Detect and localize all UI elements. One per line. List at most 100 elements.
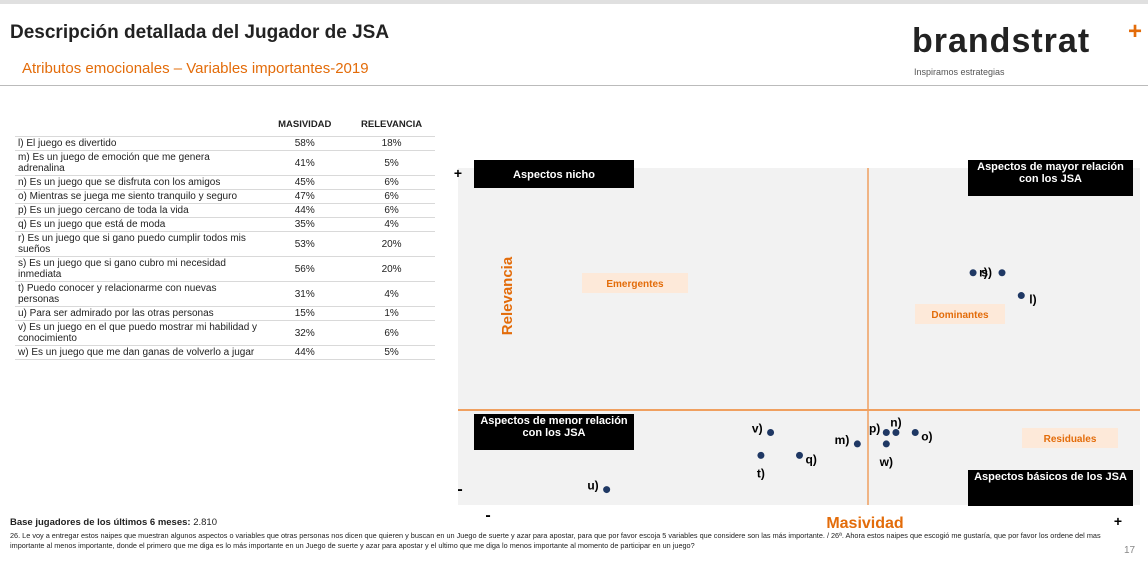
cell-value: 47% [261,189,349,204]
top-bar [0,0,1148,4]
point-label: s) [981,266,992,280]
zone-label: Residuales [1044,434,1097,445]
quadrant-label: Aspectos básicos de los JSA [974,471,1127,483]
header-row: MASIVIDAD RELEVANCIA [15,112,435,137]
cell-value: 6% [348,320,435,346]
cell-value: 1% [348,306,435,321]
cell-value: 44% [261,203,349,218]
cell-value: 58% [261,136,349,151]
x-end: - [485,507,490,524]
cell-value: 44% [261,345,349,360]
page-number: 17 [1124,545,1136,556]
cell-label: r) Es un juego que si gano puedo cumplir… [15,231,262,257]
cell-label: w) Es un juego que me dan ganas de volve… [15,345,262,360]
subtitle: Atributos emocionales – Variables import… [22,60,369,77]
y-end: - [457,481,462,498]
quadrant-label: Aspectos de mayor relación con los JSA [977,161,1124,185]
point [757,451,765,459]
cell-label: o) Mientras se juega me siento tranquilo… [15,189,262,204]
point-label: p) [869,422,880,436]
table-row: s) Es un juego que si gano cubro mi nece… [15,256,435,282]
cell-value: 56% [261,256,349,282]
cell-label: p) Es un juego cercano de toda la vida [15,203,262,218]
quadrant-label: Aspectos nicho [513,169,595,181]
quadrant-text: Aspectos de mayor relación con los JSA [977,161,1124,185]
cell-label: s) Es un juego que si gano cubro mi nece… [15,256,262,282]
cell-value: 35% [261,217,349,232]
point-label: n) [890,416,901,430]
point [998,269,1006,277]
cell-value: 6% [348,203,435,218]
table-row: m) Es un juego de emoción que me genera … [15,150,435,176]
quadrant-box [474,414,634,450]
corner [15,112,262,137]
table-row: u) Para ser admirado por las otras perso… [15,306,435,321]
title: Descripción detallada del Jugador de JSA [10,22,390,43]
zone-label: Emergentes [606,279,664,290]
point-label: t) [757,466,765,480]
table-row: w) Es un juego que me dan ganas de volve… [15,345,435,360]
cell-label: l) El juego es divertido [15,136,262,151]
rule [0,85,1148,86]
cell-label: m) Es un juego de emoción que me genera … [15,150,262,176]
brand-plus: + [1128,18,1143,45]
col-head: MASIVIDAD [261,112,349,137]
point-label: o) [921,430,932,444]
cell-label: u) Para ser admirado por las otras perso… [15,306,262,321]
cell-value: 53% [261,231,349,257]
cell-label: t) Puedo conocer y relacionarme con nuev… [15,281,262,307]
brand: brandstrat [912,22,1091,60]
point [882,440,890,448]
cell-value: 5% [348,150,435,176]
cell-value: 45% [261,175,349,190]
base: Base jugadores de los últimos 6 meses: 2… [10,517,217,528]
point [911,429,919,437]
point [853,440,861,448]
quadrant-box [968,160,1133,196]
point-label: m) [835,433,850,447]
zone-label: Dominantes [931,310,989,321]
quadrant-text: Aspectos de menor relación con los JSA [480,415,627,439]
point-label: v) [752,422,763,436]
point-label: r) [979,266,988,280]
col-head: RELEVANCIA [348,112,435,137]
quadrant-box [474,160,634,188]
cell-value: 4% [348,281,435,307]
cell-value: 4% [348,217,435,232]
point [969,269,977,277]
base-label: Base jugadores de los últimos 6 meses: [10,517,191,528]
cell-value: 32% [261,320,349,346]
cell-label: n) Es un juego que se disfruta con los a… [15,175,262,190]
cell-value: 15% [261,306,349,321]
point-label: w) [879,455,893,469]
table-row: n) Es un juego que se disfruta con los a… [15,175,435,190]
point [603,486,611,494]
zone-box [1022,428,1118,448]
tagline: Inspiramos estrategias [914,67,1005,77]
point-label: l) [1029,293,1036,307]
y-axis-title: Relevancia [499,256,516,335]
quadrant-text: Aspectos básicos de los JSA [974,471,1127,483]
point [796,451,803,459]
point-label: u) [587,479,598,493]
note: 26. Le voy a entregar estos naipes que m… [10,531,1101,550]
y-end: + [454,165,462,181]
zone-box [582,273,688,293]
x-axis-title: Masividad [826,515,903,532]
table-row: p) Es un juego cercano de toda la vida 44… [15,203,435,218]
table-row: v) Es un juego en el que puedo mostrar m… [15,320,435,346]
cell-value: 6% [348,175,435,190]
cell-value: 31% [261,281,349,307]
data-table: MASIVIDAD RELEVANCIA l) El juego es diver… [15,112,435,360]
table-row: q) Es un juego que está de moda 35% 4% [15,217,435,232]
point [1017,292,1025,300]
point-label: q) [806,452,817,466]
cell-value: 41% [261,150,349,176]
point [892,429,900,437]
zone-box [915,304,1005,324]
cell-value: 18% [348,136,435,151]
table-row: o) Mientras se juega me siento tranquilo… [15,189,435,204]
cell-value: 20% [348,231,435,257]
